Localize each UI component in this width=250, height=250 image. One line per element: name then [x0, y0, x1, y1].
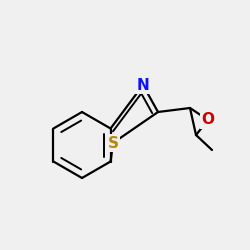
- Text: N: N: [136, 78, 149, 92]
- Text: S: S: [108, 136, 118, 150]
- Text: O: O: [202, 112, 214, 128]
